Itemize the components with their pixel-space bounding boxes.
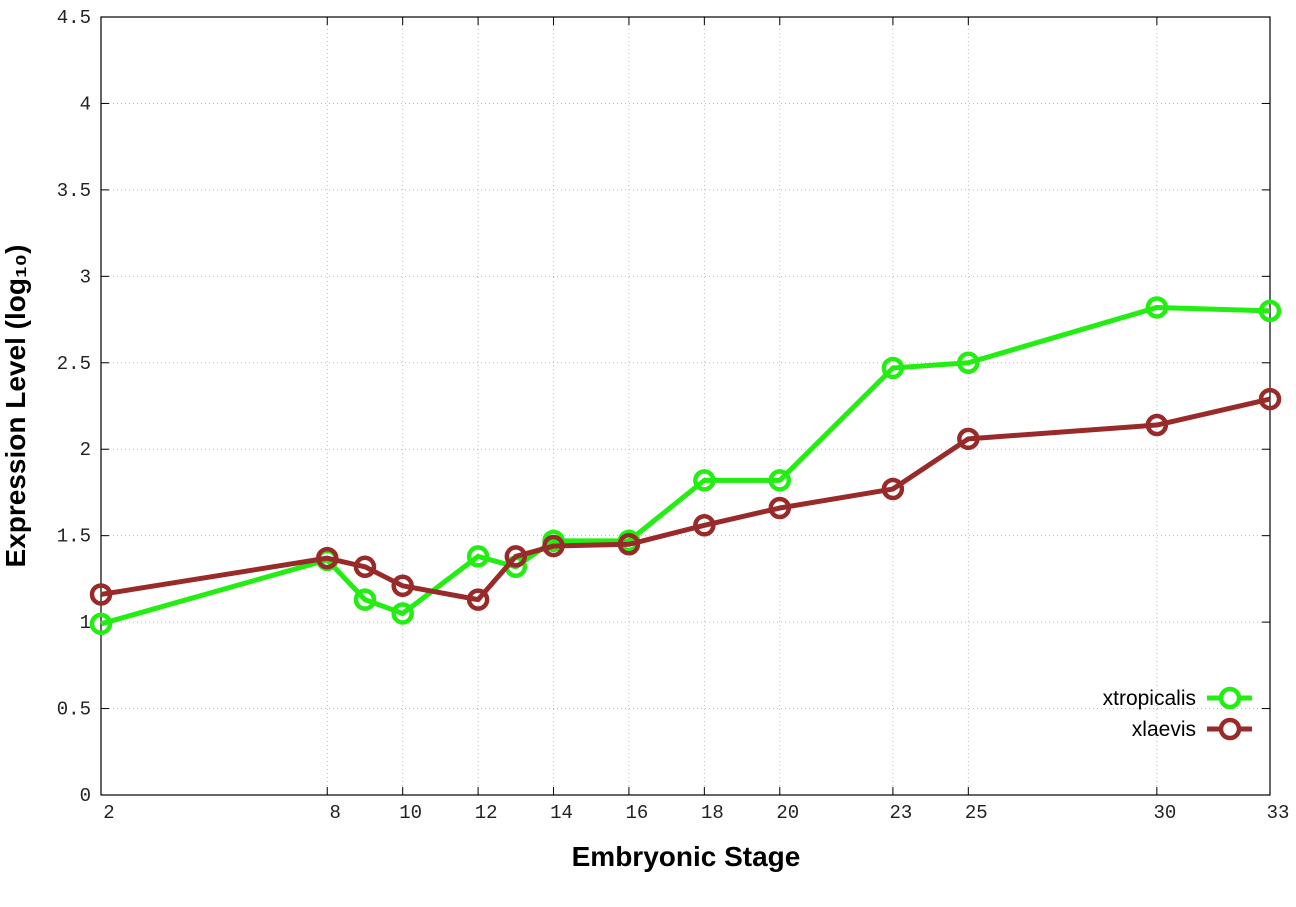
- x-tick-label: 23: [889, 802, 912, 824]
- series-line: [100, 396, 1271, 603]
- point: [89, 612, 113, 636]
- point: [391, 574, 414, 598]
- y-tick-label: 4: [80, 93, 91, 115]
- point: [504, 545, 528, 568]
- x-tick-label: 2: [103, 802, 114, 824]
- x-tick-label: 8: [330, 802, 341, 824]
- point: [957, 351, 980, 375]
- x-tick-label: 16: [626, 802, 649, 824]
- y-tick-label: 3: [80, 266, 91, 288]
- point: [316, 546, 339, 570]
- legend-marker: [1218, 686, 1242, 710]
- point: [1145, 296, 1169, 319]
- y-tick-label: 4.5: [57, 7, 91, 29]
- series-line: [100, 304, 1271, 627]
- y-tick-label: 3.5: [57, 180, 91, 202]
- point: [353, 555, 377, 579]
- y-tick-label: 1: [80, 612, 91, 634]
- legend-label: xtropicalis: [1103, 687, 1196, 710]
- plot-frame: [100, 16, 1271, 796]
- x-axis-title: Embryonic Stage: [572, 841, 801, 872]
- point: [466, 588, 490, 611]
- point: [957, 427, 980, 451]
- point: [881, 477, 905, 501]
- point: [391, 602, 414, 625]
- point: [1258, 387, 1282, 411]
- legend-label: xlaevis: [1132, 718, 1196, 741]
- point: [89, 583, 113, 606]
- x-tick-label: 14: [550, 802, 573, 824]
- y-tick-label: 0: [80, 785, 91, 807]
- point: [881, 356, 905, 380]
- point: [768, 496, 792, 520]
- point: [1258, 299, 1282, 323]
- point: [693, 514, 716, 537]
- point: [693, 469, 716, 492]
- x-tick-label: 12: [475, 802, 498, 824]
- x-tick-label: 20: [776, 802, 799, 824]
- x-tick-label: 10: [399, 802, 422, 824]
- y-axis-title: Expression Level (log₁₀): [0, 245, 31, 568]
- point: [617, 533, 641, 556]
- y-tick-label: 2.5: [57, 353, 91, 375]
- x-tick-label: 25: [965, 802, 988, 824]
- y-tick-label: 1.5: [57, 526, 91, 548]
- point: [542, 534, 565, 558]
- y-tick-label: 2: [80, 439, 91, 461]
- point: [768, 469, 792, 492]
- x-tick-label: 30: [1153, 802, 1176, 824]
- x-tick-label: 33: [1267, 802, 1290, 824]
- x-tick-label: 18: [701, 802, 724, 824]
- y-tick-label: 0.5: [57, 699, 91, 721]
- point: [353, 588, 377, 611]
- legend-marker: [1218, 717, 1242, 741]
- point: [466, 545, 490, 568]
- point: [1145, 413, 1169, 437]
